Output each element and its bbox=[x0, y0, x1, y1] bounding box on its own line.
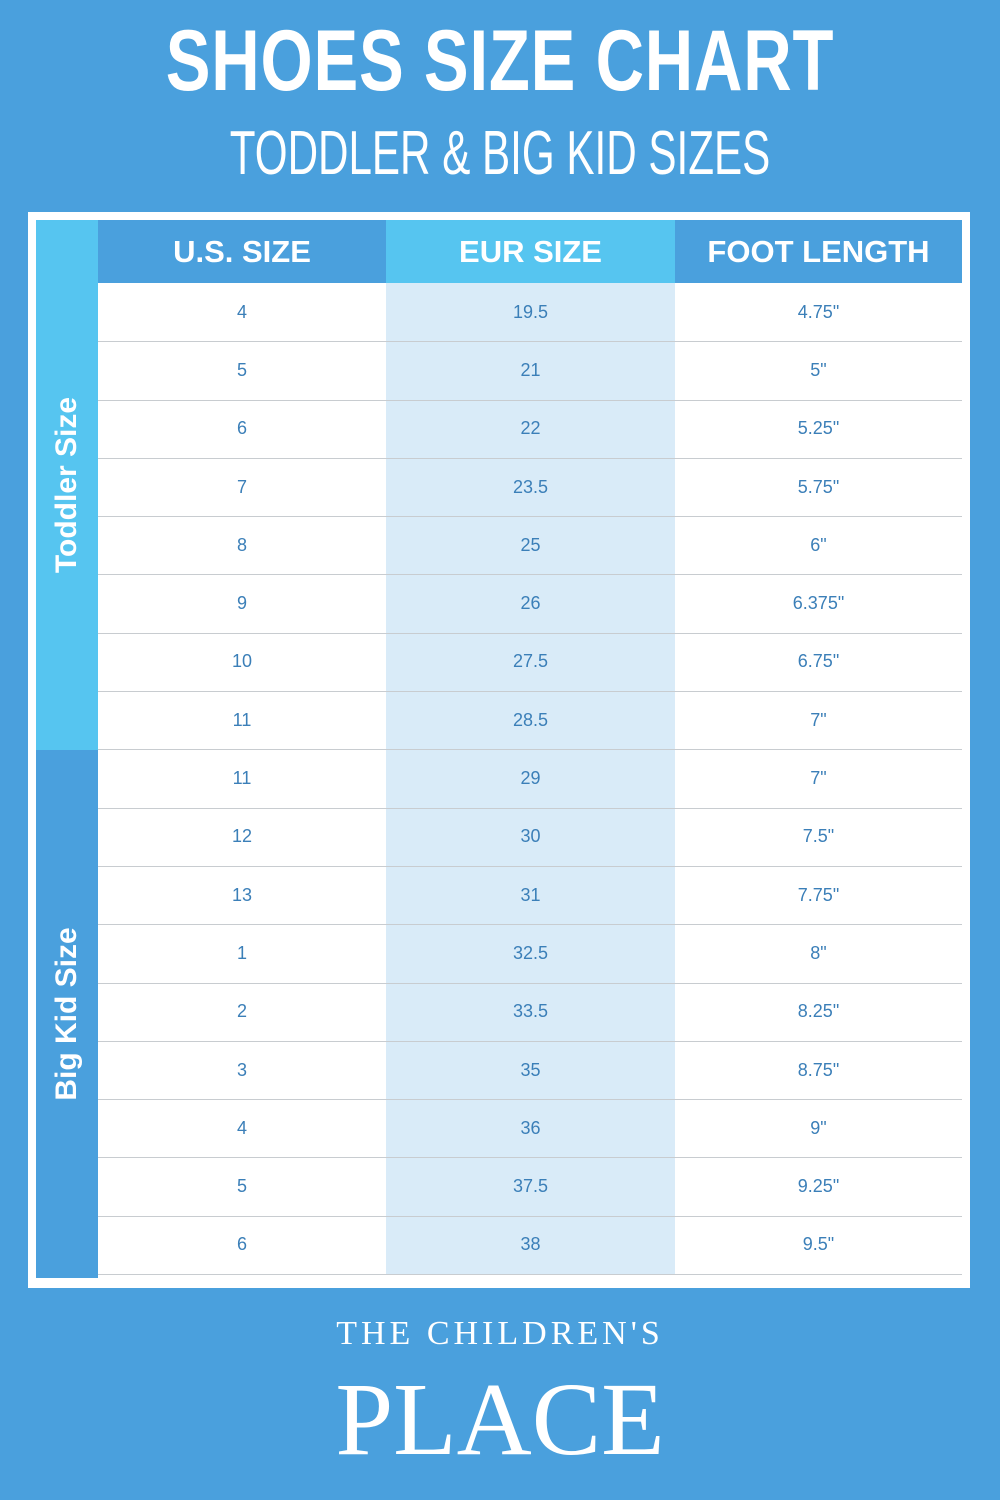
table-row: 4 36 9" bbox=[98, 1099, 962, 1159]
big-kid-group-label: Big Kid Size bbox=[36, 750, 98, 1278]
table-row: 13 31 7.75" bbox=[98, 866, 962, 926]
eur-column-background bbox=[386, 283, 675, 1274]
foot-length-cell: 8.25" bbox=[797, 1001, 840, 1022]
foot-length-cell: 5.75" bbox=[797, 476, 840, 497]
table-row: 2 33.5 8.25" bbox=[98, 983, 962, 1042]
foot-length-cell: 7" bbox=[810, 709, 827, 730]
foot-length-cell: 8" bbox=[810, 942, 827, 963]
table-row: 10 27.5 6.75" bbox=[98, 633, 962, 693]
foot-length-cell: 7.5" bbox=[802, 826, 835, 847]
toddler-label-text: Toddler Size bbox=[50, 396, 83, 574]
us-size-cell: 4 bbox=[236, 1117, 247, 1138]
table-row: 1 32.5 8" bbox=[98, 924, 962, 984]
table-row: 5 37.5 9.25" bbox=[98, 1158, 962, 1217]
eur-size-cell: 19.5 bbox=[512, 301, 549, 322]
page-title: SHOES SIZE CHART bbox=[165, 13, 835, 109]
table-row: 9 26 6.375" bbox=[98, 575, 962, 634]
brand-logo-line1: THE CHILDREN'S bbox=[336, 1315, 664, 1352]
foot-length-cell: 5.25" bbox=[797, 418, 840, 439]
eur-size-cell: 30 bbox=[520, 826, 541, 847]
table-row: 4 19.5 4.75" bbox=[98, 283, 962, 343]
us-size-cell: 11 bbox=[232, 709, 252, 730]
us-size-cell: 12 bbox=[231, 826, 253, 847]
us-size-cell: 6 bbox=[236, 418, 247, 439]
foot-length-cell: 6.75" bbox=[797, 651, 840, 672]
foot-length-cell: 9" bbox=[810, 1117, 827, 1138]
table-row: 7 23.5 5.75" bbox=[98, 458, 962, 518]
table-row: 11 28.5 7" bbox=[98, 691, 962, 751]
eur-size-cell: 38 bbox=[520, 1234, 541, 1255]
eur-size-cell: 33.5 bbox=[512, 1001, 549, 1022]
us-size-cell: 7 bbox=[236, 476, 247, 497]
foot-length-cell: 5" bbox=[810, 359, 827, 380]
foot-length-cell: 6.375" bbox=[792, 593, 845, 614]
foot-length-cell: 9.25" bbox=[797, 1176, 840, 1197]
foot-length-cell: 7" bbox=[810, 768, 827, 789]
us-size-cell: 6 bbox=[236, 1234, 247, 1255]
us-size-cell: 1 bbox=[236, 942, 247, 963]
us-size-cell: 9 bbox=[236, 593, 247, 614]
header-us-size: U.S. SIZE bbox=[98, 220, 386, 283]
eur-size-cell: 21 bbox=[520, 359, 541, 380]
table-row: 11 29 7" bbox=[98, 749, 962, 809]
us-size-cell: 2 bbox=[236, 1001, 247, 1022]
us-size-cell: 5 bbox=[236, 1176, 247, 1197]
us-size-cell: 11 bbox=[232, 768, 252, 789]
page-subtitle: TODDLER & BIG KID SIZES bbox=[229, 119, 771, 188]
us-size-cell: 8 bbox=[236, 534, 247, 555]
foot-length-cell: 7.75" bbox=[797, 884, 840, 905]
table-row: 12 30 7.5" bbox=[98, 808, 962, 867]
eur-size-cell: 32.5 bbox=[512, 942, 549, 963]
us-size-cell: 10 bbox=[231, 651, 253, 672]
eur-size-cell: 31 bbox=[520, 884, 541, 905]
big-kid-label-text: Big Kid Size bbox=[50, 927, 83, 1101]
eur-size-cell: 27.5 bbox=[512, 651, 549, 672]
header-foot-length: FOOT LENGTH bbox=[675, 220, 962, 283]
eur-size-cell: 37.5 bbox=[512, 1176, 549, 1197]
eur-size-cell: 22 bbox=[520, 418, 541, 439]
eur-size-cell: 36 bbox=[520, 1117, 541, 1138]
eur-size-cell: 29 bbox=[520, 768, 541, 789]
eur-size-cell: 35 bbox=[520, 1059, 541, 1080]
table-row: 6 38 9.5" bbox=[98, 1216, 962, 1276]
table-row: 8 25 6" bbox=[98, 516, 962, 576]
toddler-group-label: Toddler Size bbox=[36, 220, 98, 750]
us-size-cell: 4 bbox=[236, 301, 247, 322]
us-size-cell: 5 bbox=[236, 359, 247, 380]
table-row: 3 35 8.75" bbox=[98, 1041, 962, 1101]
us-size-cell: 3 bbox=[236, 1059, 247, 1080]
eur-size-cell: 28.5 bbox=[512, 709, 549, 730]
us-size-cell: 13 bbox=[231, 884, 253, 905]
foot-length-cell: 6" bbox=[810, 534, 827, 555]
table-row: 5 21 5" bbox=[98, 341, 962, 401]
foot-length-cell: 9.5" bbox=[802, 1234, 835, 1255]
brand-logo-line2: PLACE bbox=[335, 1362, 665, 1477]
eur-size-cell: 25 bbox=[520, 534, 541, 555]
foot-length-cell: 8.75" bbox=[797, 1059, 840, 1080]
eur-size-cell: 26 bbox=[520, 593, 541, 614]
table-row: 6 22 5.25" bbox=[98, 400, 962, 459]
eur-size-cell: 23.5 bbox=[512, 476, 549, 497]
header-eur-size: EUR SIZE bbox=[386, 220, 675, 283]
foot-length-cell: 4.75" bbox=[797, 301, 840, 322]
